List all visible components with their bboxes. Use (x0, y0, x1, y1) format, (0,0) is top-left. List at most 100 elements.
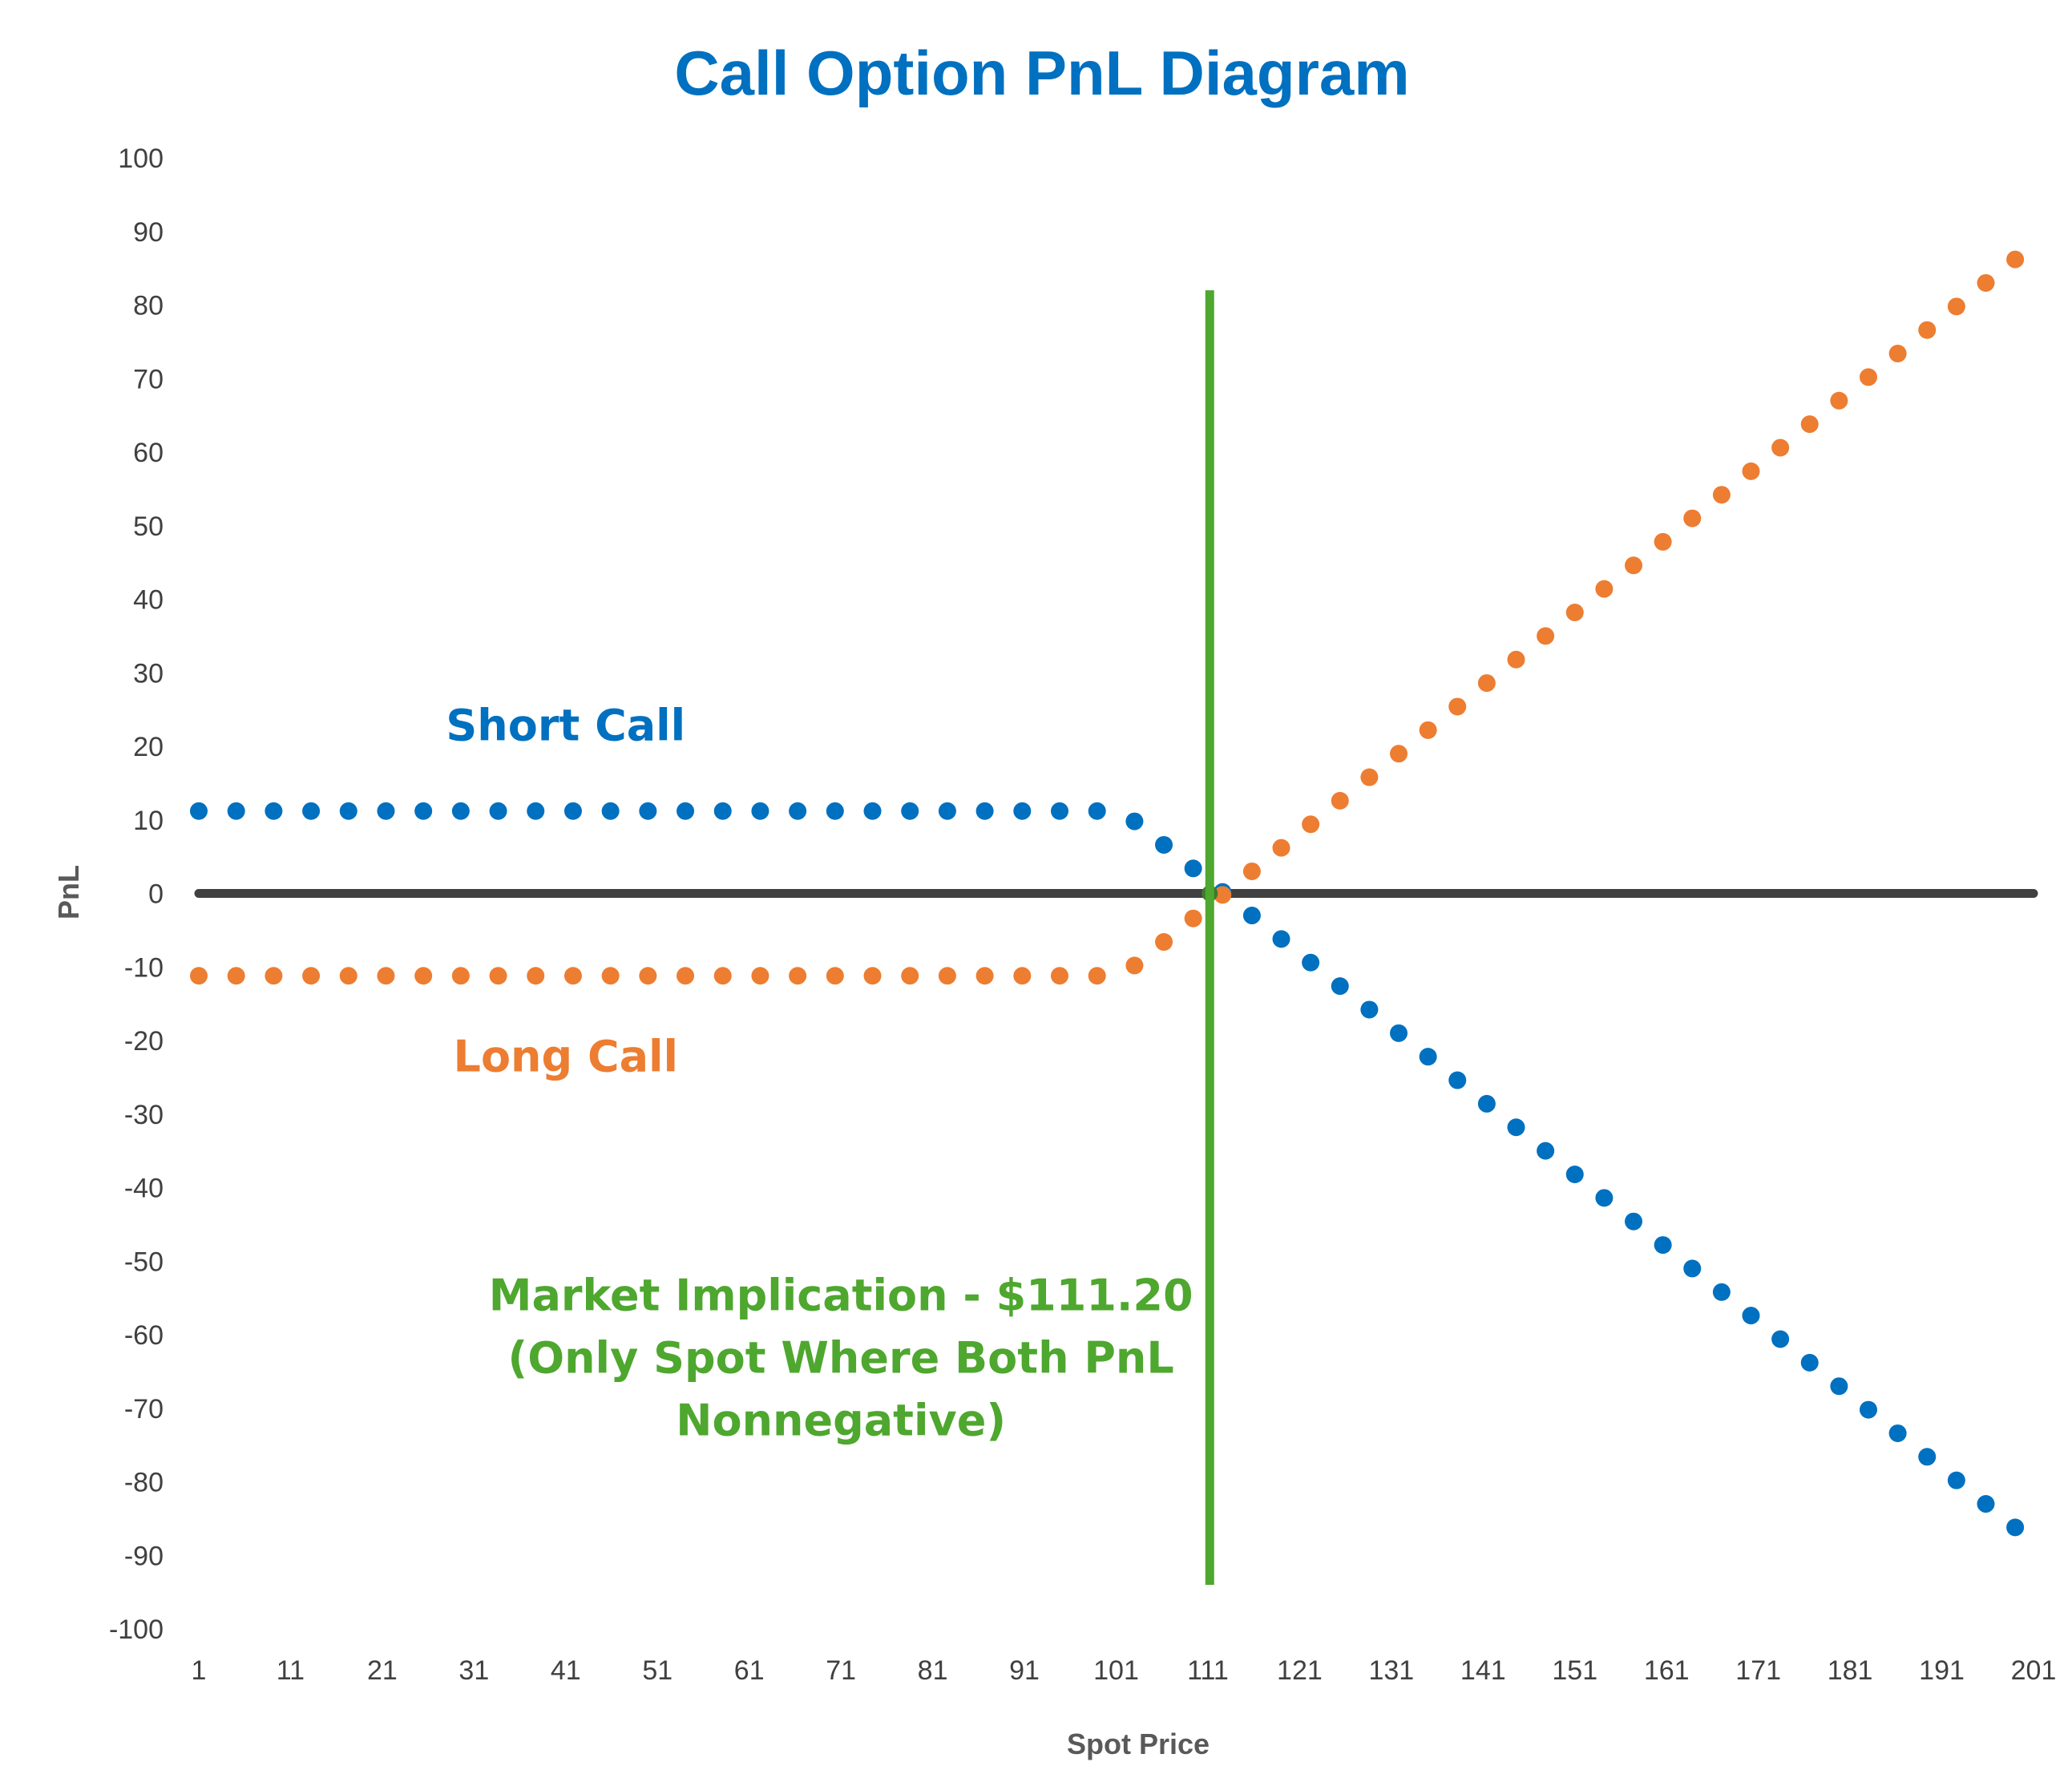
data-point (1624, 1212, 1642, 1231)
data-point (863, 802, 882, 820)
y-tick-label: 40 (133, 585, 164, 616)
data-point (1477, 1094, 1496, 1113)
data-point (265, 967, 283, 985)
data-point (1800, 1353, 1819, 1372)
y-tick-label: -60 (124, 1320, 164, 1351)
data-point (1477, 674, 1496, 693)
x-tick-label: 191 (1919, 1655, 1965, 1686)
x-tick-label: 31 (458, 1655, 489, 1686)
y-tick-label: 50 (133, 511, 164, 542)
data-point (1360, 768, 1379, 786)
data-point (1595, 1189, 1614, 1207)
data-point (563, 802, 582, 820)
y-tick-label: 80 (133, 291, 164, 321)
chart-title: Call Option PnL Diagram (674, 38, 1409, 108)
data-point (1155, 835, 1173, 854)
data-point (377, 802, 395, 820)
data-point (527, 802, 545, 820)
x-tick-label: 151 (1552, 1655, 1597, 1686)
data-point (901, 967, 919, 985)
data-point (1507, 650, 1525, 669)
data-point (1272, 930, 1290, 948)
data-point (1565, 1165, 1584, 1183)
data-point (1331, 791, 1349, 810)
data-point (863, 967, 882, 985)
data-point (302, 967, 321, 985)
data-point (302, 802, 321, 820)
data-point (227, 967, 245, 985)
x-tick-label: 11 (277, 1655, 305, 1686)
data-point (339, 967, 357, 985)
y-tick-label: -40 (124, 1174, 164, 1204)
data-point (563, 967, 582, 985)
data-point (1050, 802, 1068, 820)
data-point (1654, 1236, 1672, 1255)
data-point (1771, 438, 1790, 457)
data-point (377, 967, 395, 985)
x-tick-label: 71 (826, 1655, 856, 1686)
data-point (1419, 1048, 1437, 1066)
x-tick-label: 81 (918, 1655, 948, 1686)
data-point (1918, 321, 1937, 339)
x-tick-label: 21 (367, 1655, 398, 1686)
x-tick-label: 141 (1460, 1655, 1506, 1686)
data-point (339, 802, 357, 820)
data-point (938, 802, 956, 820)
data-point (1360, 1000, 1379, 1019)
y-tick-label: -70 (124, 1394, 164, 1424)
data-point (1390, 745, 1408, 763)
data-point (1242, 862, 1261, 880)
y-tick-label: -20 (124, 1026, 164, 1057)
y-tick-label: 0 (148, 879, 164, 910)
data-point (975, 802, 994, 820)
x-tick-label: 51 (642, 1655, 672, 1686)
market-implication-line-text: (Only Spot Where Both PnL (508, 1333, 1174, 1384)
data-point (1565, 604, 1584, 622)
data-point (1595, 580, 1614, 598)
x-tick-label: 61 (734, 1655, 765, 1686)
data-point (1419, 721, 1437, 739)
short-call-series (190, 802, 2025, 1537)
data-point (190, 802, 208, 820)
y-tick-label: 10 (133, 806, 164, 836)
data-point (1537, 1142, 1555, 1160)
data-point (1013, 967, 1032, 985)
market-implication-label: Market Implication - $111.20 (Only Spot W… (489, 1271, 1194, 1446)
data-point (1859, 1400, 1877, 1419)
data-point (677, 967, 695, 985)
data-point (938, 967, 956, 985)
y-tick-label: 60 (133, 438, 164, 468)
data-point (1918, 1448, 1937, 1466)
x-tick-label: 91 (1009, 1655, 1040, 1686)
y-tick-label: -90 (124, 1541, 164, 1571)
data-point (901, 802, 919, 820)
y-tick-label: 70 (133, 364, 164, 394)
data-point (1830, 391, 1848, 410)
data-point (414, 967, 433, 985)
data-point (975, 967, 994, 985)
data-point (1331, 977, 1349, 996)
data-point (751, 802, 769, 820)
data-point (1712, 486, 1731, 504)
data-point (414, 802, 433, 820)
data-point (1683, 509, 1702, 527)
data-point (2006, 1518, 2025, 1537)
data-point (1184, 859, 1202, 878)
market-implication-line-text: Nonnegative) (676, 1396, 1006, 1446)
data-point (1742, 1307, 1760, 1325)
data-point (1859, 368, 1877, 386)
data-point (1830, 1377, 1848, 1396)
data-point (1800, 415, 1819, 434)
data-point (1088, 967, 1106, 985)
data-point (1771, 1330, 1790, 1348)
data-point (1448, 697, 1467, 716)
y-tick-label: -10 (124, 952, 164, 983)
data-point (1448, 1071, 1467, 1089)
y-tick-label: 100 (118, 143, 164, 174)
data-point (1977, 273, 1995, 292)
y-tick-label: 90 (133, 217, 164, 248)
data-point (1125, 812, 1144, 830)
x-tick-label: 111 (1187, 1655, 1229, 1686)
annotations: Short Call Long Call Market Implication - … (446, 700, 1193, 1445)
